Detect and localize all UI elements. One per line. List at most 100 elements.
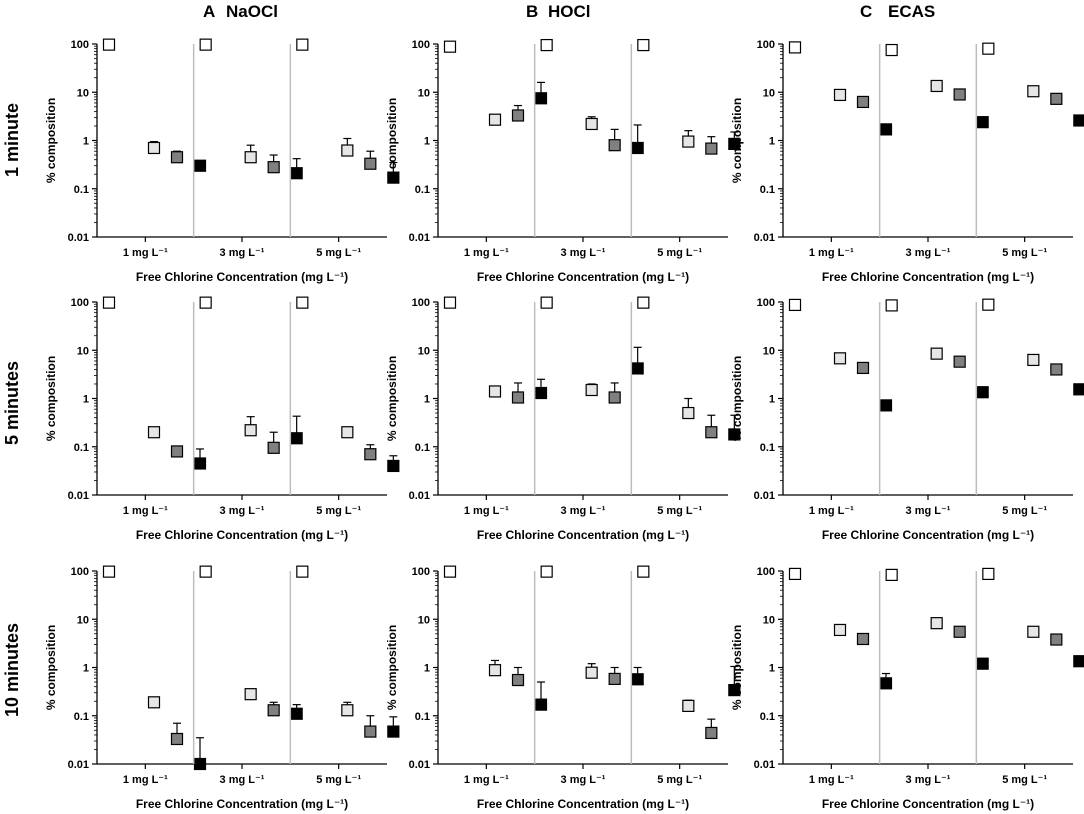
data-point-series-1 [443,565,457,578]
y-tick-label: 0.1 [760,184,775,196]
x-axis-title: Free Chlorine Concentration (mg L⁻¹) [822,797,1034,811]
y-tick-label: 1 [424,394,430,406]
data-point-series-4 [879,123,893,136]
y-tick-label: 0.1 [415,711,430,723]
data-point-series-4 [631,673,644,686]
data-point-series-3 [1050,633,1063,646]
data-point-series-3 [1050,363,1063,376]
x-group-label: 1 mg L⁻¹ [123,774,168,786]
y-tick-label: 100 [757,39,775,51]
x-group-label: 1 mg L⁻¹ [809,505,854,517]
x-axis-title: Free Chlorine Concentration (mg L⁻¹) [477,528,689,542]
y-axis-title: % composition [385,625,399,710]
data-point-series-3 [953,355,966,368]
data-point-series-4 [1073,383,1084,396]
x-group-label: 3 mg L⁻¹ [561,247,606,259]
y-tick-label: 10 [418,345,430,357]
x-group-label: 3 mg L⁻¹ [906,774,951,786]
x-group-label: 3 mg L⁻¹ [906,247,951,259]
data-point-series-2 [930,347,943,360]
x-group-label: 1 mg L⁻¹ [464,247,509,259]
data-point-series-1 [982,567,995,581]
x-group-label: 1 mg L⁻¹ [123,505,168,517]
data-point-series-3 [608,391,621,404]
panel-C3: 100 10 1 0.1 0.01 % composition Free Chlorine … [730,566,1084,811]
x-group-label: 1 mg L⁻¹ [809,247,854,259]
data-point-series-4 [290,707,303,720]
data-point-series-2 [930,79,943,93]
data-point-series-3 [705,726,718,740]
y-tick-label: 0.01 [409,490,430,502]
data-point-series-3 [705,142,718,155]
data-point-series-3 [364,725,377,738]
data-point-series-1 [885,299,898,312]
data-point-series-4 [290,432,303,445]
y-tick-label: 1 [769,136,775,148]
data-point-series-2 [488,664,502,677]
y-tick-label: 0.1 [74,711,89,723]
x-group-label: 5 mg L⁻¹ [316,247,361,259]
column-header-label-c: ECAS [888,2,935,21]
column-header-label-b: HOCl [548,2,591,21]
data-point-series-2 [833,88,847,102]
x-group-label: 1 mg L⁻¹ [464,505,509,517]
y-axis-title: % composition [730,356,744,441]
y-tick-label: 10 [418,614,430,626]
x-group-label: 3 mg L⁻¹ [220,774,265,786]
data-point-series-2 [833,623,847,637]
data-point-series-1 [788,567,802,581]
data-point-series-3 [705,426,718,439]
y-tick-label: 100 [71,566,89,578]
data-point-series-3 [608,139,621,152]
data-point-series-2 [244,424,257,437]
data-point-series-3 [856,632,870,646]
data-point-series-2 [488,113,502,126]
data-point-series-4 [534,92,548,105]
data-point-series-3 [1050,92,1063,105]
data-point-series-1 [199,38,212,51]
data-point-series-4 [976,386,989,399]
y-tick-label: 0.01 [409,759,430,771]
data-point-series-1 [296,296,309,309]
data-point-series-3 [170,445,184,458]
data-point-series-3 [608,672,621,686]
x-axis-title: Free Chlorine Concentration (mg L⁻¹) [136,797,348,811]
data-point-series-3 [267,704,280,717]
x-group-label: 3 mg L⁻¹ [220,247,265,259]
panel-B2: 100 10 1 0.1 0.01 % composition Free Chlorine … [385,296,741,542]
x-group-label: 3 mg L⁻¹ [561,774,606,786]
data-point-series-4 [976,657,989,670]
x-axis-title: Free Chlorine Concentration (mg L⁻¹) [136,528,348,542]
y-tick-label: 0.01 [754,759,775,771]
panel-B3: 100 10 1 0.1 0.01 % composition Free Chlorine … [385,565,741,811]
data-point-series-1 [199,296,212,309]
x-group-label: 5 mg L⁻¹ [1002,505,1047,517]
data-point-series-1 [296,565,309,578]
y-tick-label: 0.01 [68,232,89,244]
data-point-series-4 [387,171,400,184]
y-tick-label: 0.1 [74,184,89,196]
x-group-label: 3 mg L⁻¹ [561,505,606,517]
data-point-series-2 [341,144,354,157]
data-point-series-4 [387,725,400,738]
y-tick-label: 10 [77,345,89,357]
y-tick-label: 0.01 [68,759,89,771]
panel-C1: 100 10 1 0.1 0.01 % composition Free Chlorine … [730,39,1084,284]
y-tick-label: 100 [412,566,430,578]
data-point-series-2 [682,406,695,420]
data-point-series-3 [267,441,280,454]
data-point-series-3 [364,157,377,170]
data-point-series-1 [637,38,650,52]
x-axis-title: Free Chlorine Concentration (mg L⁻¹) [822,528,1034,542]
data-point-series-2 [682,135,695,148]
y-tick-label: 10 [418,87,430,99]
data-point-series-4 [193,457,207,470]
data-point-series-1 [199,565,212,578]
x-group-label: 3 mg L⁻¹ [906,505,951,517]
column-header-letter-c: C [860,2,872,21]
data-point-series-2 [244,688,257,701]
data-point-series-2 [585,117,598,131]
data-point-series-2 [341,426,354,439]
data-point-series-3 [953,88,966,101]
